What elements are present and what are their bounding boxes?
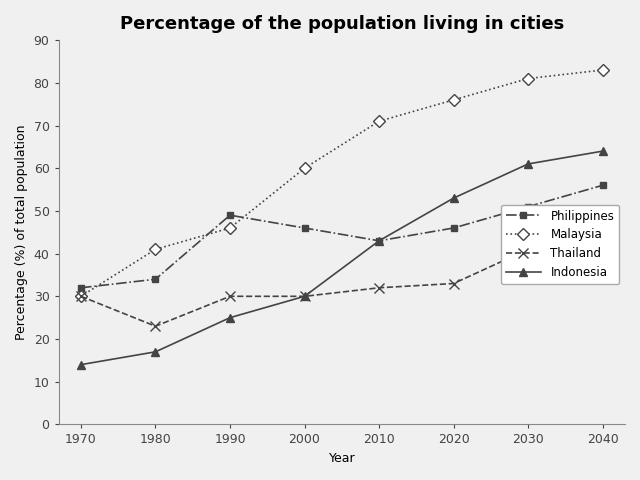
Thailand [599,208,607,214]
Indonesia [524,161,532,167]
Philippines [226,212,234,218]
Malaysia [599,67,607,73]
Legend: Philippines, Malaysia, Thailand, Indonesia: Philippines, Malaysia, Thailand, Indones… [501,205,619,284]
Thailand [301,293,308,299]
Line: Philippines: Philippines [77,182,606,291]
Malaysia [301,165,308,171]
Malaysia [77,293,84,299]
Indonesia [226,315,234,321]
Thailand [450,281,458,287]
Indonesia [375,238,383,244]
Malaysia [375,119,383,124]
Philippines [77,285,84,291]
Indonesia [599,148,607,154]
Y-axis label: Percentage (%) of total population: Percentage (%) of total population [15,124,28,340]
Philippines [599,182,607,188]
Philippines [524,204,532,210]
Malaysia [152,246,159,252]
Thailand [77,293,84,299]
Indonesia [77,362,84,368]
Philippines [152,276,159,282]
Thailand [524,246,532,252]
Malaysia [524,76,532,82]
Thailand [226,293,234,299]
Philippines [450,225,458,231]
Malaysia [226,225,234,231]
X-axis label: Year: Year [328,452,355,465]
Thailand [152,324,159,329]
Philippines [301,225,308,231]
Title: Percentage of the population living in cities: Percentage of the population living in c… [120,15,564,33]
Philippines [375,238,383,244]
Thailand [375,285,383,291]
Line: Thailand: Thailand [76,206,607,331]
Line: Indonesia: Indonesia [77,147,607,369]
Indonesia [450,195,458,201]
Malaysia [450,97,458,103]
Indonesia [301,293,308,299]
Line: Malaysia: Malaysia [77,66,607,300]
Indonesia [152,349,159,355]
